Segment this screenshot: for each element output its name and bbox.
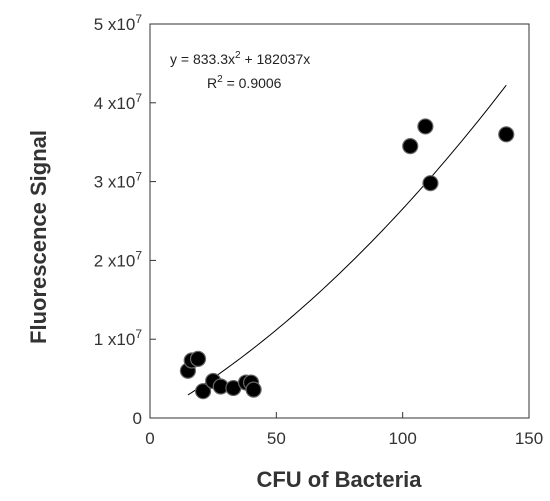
- data-point: [417, 118, 434, 135]
- x-tick-label: 150: [515, 429, 543, 448]
- plot-area-frame: [149, 23, 530, 419]
- y-tick-label: 0: [133, 409, 142, 428]
- y-tick-label: 5 x107: [94, 12, 143, 34]
- trendline: [187, 84, 507, 396]
- data-point: [189, 350, 207, 367]
- r-squared-exponent: 2: [217, 74, 223, 85]
- equation-label: y = 833.3x2 + 182037x: [170, 50, 310, 67]
- y-tick-label: 3 x107: [94, 170, 143, 192]
- x-tick-label: 0: [145, 429, 154, 448]
- x-axis: 0 50 100 150: [145, 412, 543, 448]
- data-point: [402, 138, 419, 155]
- y-tick-label: 2 x107: [94, 248, 143, 270]
- y-axis: 0 1 x107 2 x107 3 x107 4 x107 5 x107: [94, 12, 156, 428]
- y-tick-label: 1 x107: [94, 327, 143, 349]
- y-axis-title: Fluorescence Signal: [26, 130, 51, 344]
- data-point: [245, 381, 262, 398]
- x-tick-label: 100: [388, 429, 416, 448]
- x-axis-title: CFU of Bacteria: [256, 467, 422, 492]
- y-tick-label: 4 x107: [94, 91, 143, 113]
- r-squared-label: R2 = 0.9006: [207, 74, 282, 91]
- x-tick-label: 50: [267, 429, 286, 448]
- data-point: [422, 175, 439, 192]
- data-point: [194, 383, 212, 400]
- data-points: [179, 118, 515, 400]
- data-point: [498, 126, 515, 143]
- equation-exponent: 2: [235, 50, 241, 61]
